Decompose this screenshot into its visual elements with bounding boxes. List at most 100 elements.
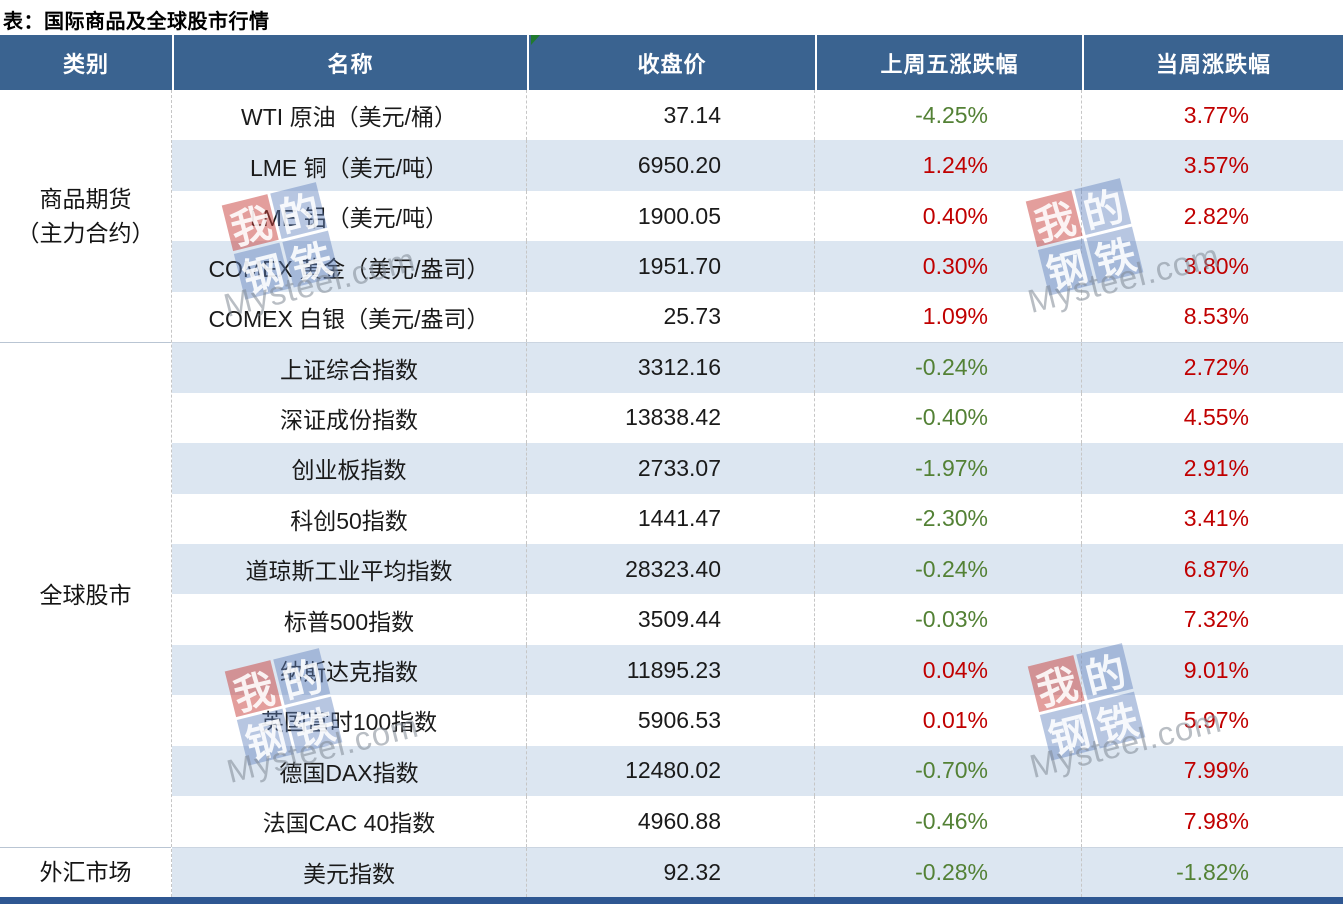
cell-instrument-name: 上证综合指数 (280, 356, 418, 383)
header-cell-week-change: 当周涨跌幅 (1082, 35, 1343, 90)
cell-close-price: 3509.44 (526, 594, 814, 645)
table-row: 科创50指数 1441.47 -2.30% 3.41% (172, 493, 1343, 544)
category-label-line2: （主力合约） (16, 220, 155, 247)
cell-last-friday-change: -0.70% (814, 745, 1081, 797)
cell-instrument-name: 美元指数 (303, 861, 395, 888)
table-row: 道琼斯工业平均指数 28323.40 -0.24% 6.87% (172, 543, 1343, 595)
cell-last-friday-change: 1.09% (814, 291, 1081, 343)
cell-instrument-name: 纳斯达克指数 (280, 659, 418, 686)
bottom-accent-bar (0, 897, 1343, 904)
cell-close-price: 6950.20 (526, 140, 814, 191)
table-row: WTI 原油（美元/桶） 37.14 -4.25% 3.77% (172, 90, 1343, 141)
cell-week-change: 2.72% (1081, 343, 1342, 393)
header-cell-last-friday-change: 上周五涨跌幅 (815, 35, 1082, 90)
cell-last-friday-change: -0.28% (814, 847, 1081, 897)
category-label: 全球股市 (39, 581, 132, 608)
category-cell-global-stocks: 全球股市 (0, 342, 171, 847)
data-rows: WTI 原油（美元/桶） 37.14 -4.25% 3.77% LME 铜（美元… (172, 90, 1343, 897)
table-row: COMEX 黄金（美元/盎司） 1951.70 0.30% 3.80% (172, 241, 1343, 292)
cell-last-friday-change: -0.24% (814, 543, 1081, 595)
cell-instrument-name: COMEX 黄金（美元/盎司） (208, 255, 490, 282)
table-row: 德国DAX指数 12480.02 -0.70% 7.99% (172, 745, 1343, 797)
table-row: 英国富时100指数 5906.53 0.01% 5.97% (172, 695, 1343, 746)
cell-last-friday-change: -0.03% (814, 594, 1081, 645)
cell-instrument-name: 法国CAC 40指数 (262, 810, 436, 837)
cell-last-friday-change: 0.01% (814, 695, 1081, 746)
cell-week-change: -1.82% (1081, 847, 1342, 897)
cell-last-friday-change: -1.97% (814, 443, 1081, 494)
cell-close-price: 2733.07 (526, 443, 814, 494)
cell-week-change: 5.97% (1081, 695, 1342, 746)
cell-last-friday-change: 0.04% (814, 644, 1081, 696)
cell-close-price: 1900.05 (526, 190, 814, 242)
header-cell-category: 类别 (62, 51, 109, 77)
cell-last-friday-change: -0.46% (814, 796, 1081, 847)
cell-instrument-name: 科创50指数 (290, 507, 408, 534)
table-row: LME 铝（美元/吨） 1900.05 0.40% 2.82% (172, 190, 1343, 242)
cell-week-change: 6.87% (1081, 543, 1342, 595)
cell-close-price: 25.73 (526, 291, 814, 343)
cell-instrument-name: 英国富时100指数 (260, 709, 438, 736)
cell-week-change: 3.80% (1081, 241, 1342, 292)
table-row: 法国CAC 40指数 4960.88 -0.46% 7.98% (172, 796, 1343, 847)
cell-close-price: 37.14 (526, 90, 814, 141)
cell-instrument-name: 深证成份指数 (280, 406, 418, 433)
cell-instrument-name: 创业板指数 (291, 457, 407, 484)
cell-week-change: 9.01% (1081, 644, 1342, 696)
cell-instrument-name: WTI 原油（美元/桶） (241, 104, 457, 131)
category-column: 商品期货 （主力合约） 全球股市 外汇市场 (0, 90, 172, 897)
cell-instrument-name: 标普500指数 (283, 608, 415, 635)
table-row: 纳斯达克指数 11895.23 0.04% 9.01% (172, 644, 1343, 696)
cell-close-price: 12480.02 (526, 745, 814, 797)
header-cell-name: 名称 (172, 35, 527, 90)
table-header-row: 类别 名称 收盘价 上周五涨跌幅 当周涨跌幅 (0, 35, 1343, 90)
cell-week-change: 7.98% (1081, 796, 1342, 847)
cell-week-change: 7.32% (1081, 594, 1342, 645)
cell-close-price: 11895.23 (526, 644, 814, 696)
cell-week-change: 2.91% (1081, 443, 1342, 494)
table-title: 表：国际商品及全球股市行情 (3, 11, 270, 33)
table-row: 深证成份指数 13838.42 -0.40% 4.55% (172, 392, 1343, 444)
cell-close-price: 3312.16 (526, 343, 814, 393)
header-cell-close-price: 收盘价 (527, 35, 815, 90)
cell-instrument-name: LME 铝（美元/吨） (249, 205, 449, 232)
cell-instrument-name: 道琼斯工业平均指数 (245, 558, 453, 585)
table-row: LME 铜（美元/吨） 6950.20 1.24% 3.57% (172, 140, 1343, 191)
cell-last-friday-change: -0.24% (814, 343, 1081, 393)
cell-last-friday-change: -4.25% (814, 90, 1081, 141)
cell-last-friday-change: 0.40% (814, 190, 1081, 242)
cell-instrument-name: 德国DAX指数 (279, 759, 419, 786)
cell-instrument-name: COMEX 白银（美元/盎司） (208, 305, 490, 332)
table-row: 上证综合指数 3312.16 -0.24% 2.72% (172, 342, 1343, 393)
cell-instrument-name: LME 铜（美元/吨） (249, 154, 449, 181)
market-table: 类别 名称 收盘价 上周五涨跌幅 当周涨跌幅 商品期货 （主力合约） 全球股市 … (0, 35, 1343, 897)
category-label: 商品期货 (39, 185, 132, 212)
cell-week-change: 3.41% (1081, 493, 1342, 544)
cell-week-change: 4.55% (1081, 392, 1342, 444)
cell-close-price: 5906.53 (526, 695, 814, 746)
cell-week-change: 3.57% (1081, 140, 1342, 191)
cell-week-change: 2.82% (1081, 190, 1342, 242)
cell-close-price: 92.32 (526, 847, 814, 897)
table-row: COMEX 白银（美元/盎司） 25.73 1.09% 8.53% (172, 291, 1343, 343)
category-cell-commodity-futures: 商品期货 （主力合约） (0, 90, 171, 343)
cell-week-change: 8.53% (1081, 291, 1342, 343)
category-cell-fx-market: 外汇市场 (0, 846, 171, 897)
cell-last-friday-change: -2.30% (814, 493, 1081, 544)
table-row: 美元指数 92.32 -0.28% -1.82% (172, 846, 1343, 897)
cell-week-change: 3.77% (1081, 90, 1342, 141)
table-body: 商品期货 （主力合约） 全球股市 外汇市场 WTI 原油（美元/桶） 37.14… (0, 90, 1343, 897)
header-cell-close-price-label: 收盘价 (637, 51, 707, 77)
cell-close-price: 4960.88 (526, 796, 814, 847)
green-corner-marker-icon (531, 35, 540, 45)
cell-close-price: 13838.42 (526, 392, 814, 444)
cell-close-price: 28323.40 (526, 543, 814, 595)
cell-close-price: 1441.47 (526, 493, 814, 544)
cell-last-friday-change: -0.40% (814, 392, 1081, 444)
table-row: 标普500指数 3509.44 -0.03% 7.32% (172, 594, 1343, 645)
cell-close-price: 1951.70 (526, 241, 814, 292)
cell-last-friday-change: 0.30% (814, 241, 1081, 292)
table-row: 创业板指数 2733.07 -1.97% 2.91% (172, 443, 1343, 494)
cell-last-friday-change: 1.24% (814, 140, 1081, 191)
